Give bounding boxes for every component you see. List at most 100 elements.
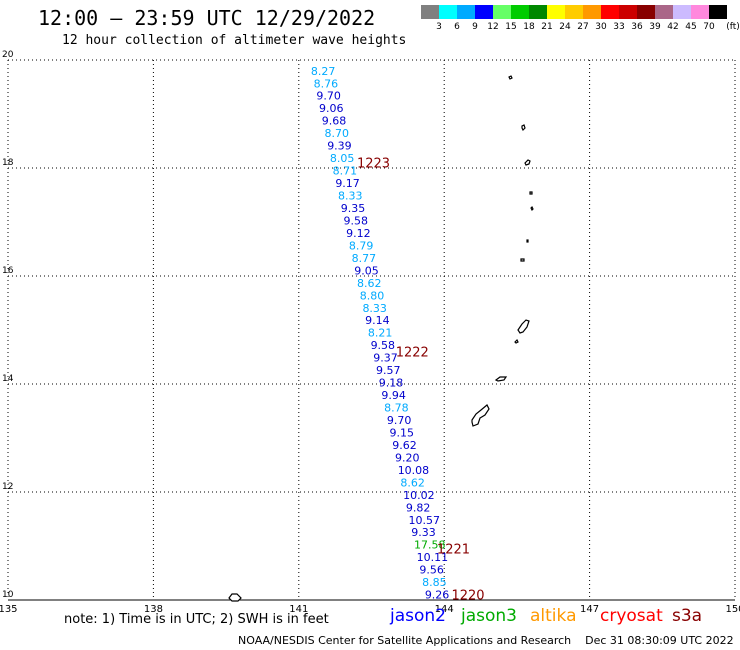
- scale-swatch: [601, 5, 619, 19]
- lat-tick-label: 20: [2, 50, 14, 60]
- lat-tick-label: 16: [2, 266, 14, 276]
- lon-tick-label: 150: [725, 604, 740, 615]
- legend-s3a: s3a: [672, 606, 703, 626]
- lon-tick-label: 138: [144, 604, 163, 615]
- legend-jason3: jason3: [461, 606, 517, 626]
- scale-label: 36: [631, 22, 643, 32]
- lat-tick-label: 14: [2, 374, 14, 384]
- wave-height-label: 8.85: [422, 576, 447, 589]
- island-outline: [471, 404, 490, 427]
- wave-height-label: 9.17: [335, 177, 360, 190]
- scale-label: 6: [454, 22, 460, 32]
- pass-time-label: 1220: [451, 589, 484, 604]
- wave-height-label: 9.20: [395, 451, 420, 464]
- wave-height-label: 8.71: [333, 165, 358, 178]
- wave-height-label: 8.80: [360, 289, 385, 302]
- wave-height-label: 9.68: [322, 115, 347, 128]
- scale-swatch: [421, 5, 439, 19]
- wave-height-label: 8.79: [349, 239, 374, 252]
- scale-label: 70: [703, 22, 715, 32]
- island-outline: [529, 191, 533, 195]
- wave-height-label: 9.18: [379, 377, 404, 390]
- credit-footer: NOAA/NESDIS Center for Satellite Applica…: [238, 634, 734, 647]
- island-outline: [521, 124, 526, 132]
- wave-height-label: 9.56: [419, 564, 444, 577]
- scale-swatch: [619, 5, 637, 19]
- scale-label: 39: [649, 22, 661, 32]
- island-outline: [228, 593, 242, 602]
- scale-label: 21: [541, 22, 553, 32]
- wave-height-label: 9.70: [316, 90, 341, 103]
- scale-label: 30: [595, 22, 607, 32]
- scale-label: 15: [505, 22, 517, 32]
- wave-height-label: 8.27: [311, 65, 336, 78]
- scale-label: 27: [577, 22, 589, 32]
- scale-swatch: [511, 5, 529, 19]
- wave-height-label: 9.15: [390, 426, 415, 439]
- lat-tick-label: 10: [2, 590, 14, 600]
- map-subtitle: 12 hour collection of altimeter wave hei…: [62, 33, 407, 48]
- scale-swatch: [439, 5, 457, 19]
- wave-height-label: 9.26: [425, 589, 450, 602]
- pass-time-label: 1221: [437, 543, 470, 558]
- wave-height-label: 10.02: [403, 489, 435, 502]
- island-outline: [524, 159, 531, 166]
- map-title: 12:00 – 23:59 UTC 12/29/2022: [38, 6, 376, 30]
- scale-swatch: [691, 5, 709, 19]
- wave-height-label: 9.94: [381, 389, 406, 402]
- island-outline: [494, 376, 508, 382]
- scale-label: 12: [487, 22, 499, 32]
- wave-height-label: 8.62: [357, 277, 382, 290]
- note-text: note: 1) Time is in UTC; 2) SWH is in fe…: [64, 612, 329, 627]
- wave-height-label: 8.62: [400, 476, 425, 489]
- wave-height-label: 8.33: [362, 302, 387, 315]
- scale-label: 24: [559, 22, 571, 32]
- wave-height-label: 9.33: [411, 526, 436, 539]
- scale-swatch: [547, 5, 565, 19]
- wave-height-label: 10.57: [409, 514, 441, 527]
- scale-label: 3: [436, 22, 442, 32]
- scale-swatch: [637, 5, 655, 19]
- lon-tick-label: 147: [580, 604, 599, 615]
- wave-height-label: 9.58: [371, 339, 396, 352]
- wave-height-label: 9.35: [341, 202, 366, 215]
- wave-height-label: 9.39: [327, 140, 352, 153]
- island-outline: [530, 205, 534, 212]
- wave-height-label: 8.70: [324, 127, 349, 140]
- island-outline: [520, 258, 525, 262]
- wave-height-label: 9.05: [354, 264, 379, 277]
- legend-cryosat: cryosat: [600, 606, 663, 626]
- wave-height-label: 8.76: [314, 77, 339, 90]
- pass-time-label: 1223: [357, 157, 390, 172]
- wave-height-label: 9.12: [346, 227, 371, 240]
- scale-swatch: [709, 5, 727, 19]
- scale-swatch: [529, 5, 547, 19]
- lat-tick-label: 18: [2, 158, 14, 168]
- wave-height-label: 8.21: [368, 327, 393, 340]
- island-outline: [514, 338, 519, 344]
- scale-label: 42: [667, 22, 679, 32]
- scale-swatch: [493, 5, 511, 19]
- wave-height-label: 9.58: [343, 214, 368, 227]
- scale-label: 9: [472, 22, 478, 32]
- wave-height-label: 8.78: [384, 402, 409, 415]
- wave-height-label: 9.06: [319, 102, 344, 115]
- wave-height-label: 9.70: [387, 414, 412, 427]
- wave-height-label: 10.11: [417, 551, 449, 564]
- scale-swatch: [655, 5, 673, 19]
- lat-tick-label: 12: [2, 482, 13, 492]
- scale-swatch: [673, 5, 691, 19]
- island-outline: [526, 239, 529, 243]
- scale-label: 33: [613, 22, 625, 32]
- wave-height-label: 8.77: [352, 252, 377, 265]
- wave-height-label: 17.58: [414, 539, 446, 552]
- wave-height-label: 9.62: [392, 439, 417, 452]
- island-outline: [517, 319, 530, 334]
- scale-label: 45: [685, 22, 697, 32]
- scale-swatch: [565, 5, 583, 19]
- lon-tick-label: 144: [435, 604, 454, 615]
- scale-label: 18: [523, 22, 535, 32]
- lon-tick-label: 135: [0, 604, 18, 615]
- wave-height-label: 8.33: [338, 190, 363, 203]
